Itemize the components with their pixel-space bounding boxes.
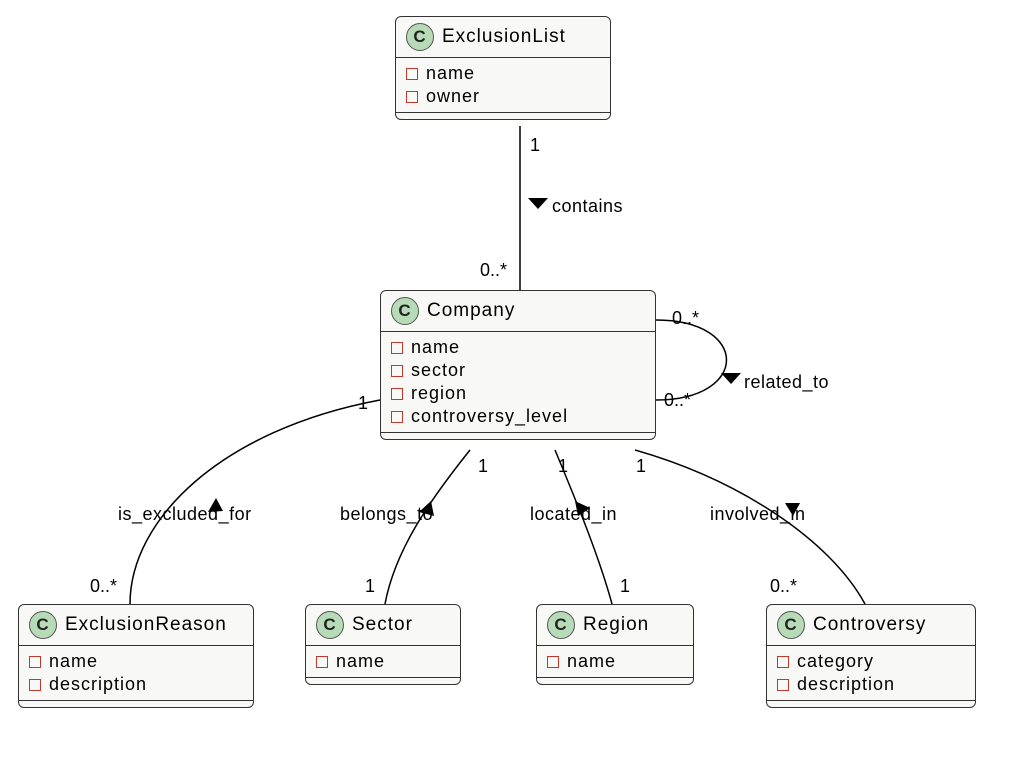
class-sector: C Sector name	[305, 604, 461, 685]
class-name: Controversy	[813, 614, 926, 636]
mult-located-from: 1	[558, 456, 568, 477]
class-name: ExclusionList	[442, 26, 566, 48]
class-controversy: C Controversy category description	[766, 604, 976, 708]
attr-label: region	[411, 383, 467, 404]
attr-label: description	[797, 674, 895, 695]
class-header: C Sector	[306, 605, 460, 646]
class-attrs: name owner	[396, 58, 610, 113]
mult-located-to: 1	[620, 576, 630, 597]
edge-label-belongs: belongs_to	[340, 504, 433, 525]
class-exclusionlist: C ExclusionList name owner	[395, 16, 611, 120]
attr-row: name	[547, 650, 683, 673]
class-attrs: name	[306, 646, 460, 678]
mult-excluded-from: 1	[358, 393, 368, 414]
class-icon: C	[316, 611, 344, 639]
mult-involved-to: 0..*	[770, 576, 797, 597]
mult-relatedto-from: 0..*	[672, 308, 699, 329]
edge-label-excluded: is_excluded_for	[118, 504, 252, 525]
edge-label-located: located_in	[530, 504, 617, 525]
attr-marker-icon	[406, 68, 418, 80]
attr-label: name	[567, 651, 616, 672]
attr-label: controversy_level	[411, 406, 568, 427]
class-attrs: name sector region controversy_level	[381, 332, 655, 433]
class-header: C Region	[537, 605, 693, 646]
attr-row: name	[316, 650, 450, 673]
class-name: Company	[427, 300, 515, 322]
class-header: C Controversy	[767, 605, 975, 646]
edge-label-relatedto: related_to	[744, 372, 829, 393]
mult-contains-to: 0..*	[480, 260, 507, 281]
attr-row: sector	[391, 359, 645, 382]
attr-label: name	[336, 651, 385, 672]
edge-label-involved: involved_in	[710, 504, 806, 525]
class-name: Region	[583, 614, 649, 636]
attr-row: description	[777, 673, 965, 696]
attr-marker-icon	[29, 656, 41, 668]
attr-row: name	[406, 62, 600, 85]
class-icon: C	[547, 611, 575, 639]
attr-marker-icon	[547, 656, 559, 668]
attr-row: name	[391, 336, 645, 359]
class-header: C ExclusionList	[396, 17, 610, 58]
mult-involved-from: 1	[636, 456, 646, 477]
attr-marker-icon	[391, 411, 403, 423]
attr-row: region	[391, 382, 645, 405]
class-header: C Company	[381, 291, 655, 332]
attr-marker-icon	[29, 679, 41, 691]
mult-contains-from: 1	[530, 135, 540, 156]
mult-belongs-from: 1	[478, 456, 488, 477]
class-header: C ExclusionReason	[19, 605, 253, 646]
class-icon: C	[406, 23, 434, 51]
class-icon: C	[29, 611, 57, 639]
attr-row: controversy_level	[391, 405, 645, 428]
edge-label-contains: contains	[552, 196, 623, 217]
mult-relatedto-to: 0..*	[664, 390, 691, 411]
class-attrs: name	[537, 646, 693, 678]
mult-excluded-to: 0..*	[90, 576, 117, 597]
attr-label: sector	[411, 360, 466, 381]
class-exclusionreason: C ExclusionReason name description	[18, 604, 254, 708]
class-name: ExclusionReason	[65, 614, 227, 636]
attr-marker-icon	[391, 365, 403, 377]
class-name: Sector	[352, 614, 413, 636]
attr-row: description	[29, 673, 243, 696]
attr-marker-icon	[777, 656, 789, 668]
attr-label: name	[49, 651, 98, 672]
class-icon: C	[391, 297, 419, 325]
class-icon: C	[777, 611, 805, 639]
attr-marker-icon	[391, 342, 403, 354]
attr-label: description	[49, 674, 147, 695]
class-attrs: name description	[19, 646, 253, 701]
attr-label: name	[426, 63, 475, 84]
class-company: C Company name sector region controversy…	[380, 290, 656, 440]
attr-label: owner	[426, 86, 480, 107]
mult-belongs-to: 1	[365, 576, 375, 597]
attr-label: name	[411, 337, 460, 358]
attr-marker-icon	[406, 91, 418, 103]
attr-label: category	[797, 651, 874, 672]
attr-marker-icon	[316, 656, 328, 668]
class-attrs: category description	[767, 646, 975, 701]
attr-row: owner	[406, 85, 600, 108]
attr-row: category	[777, 650, 965, 673]
attr-marker-icon	[391, 388, 403, 400]
attr-marker-icon	[777, 679, 789, 691]
attr-row: name	[29, 650, 243, 673]
class-region: C Region name	[536, 604, 694, 685]
